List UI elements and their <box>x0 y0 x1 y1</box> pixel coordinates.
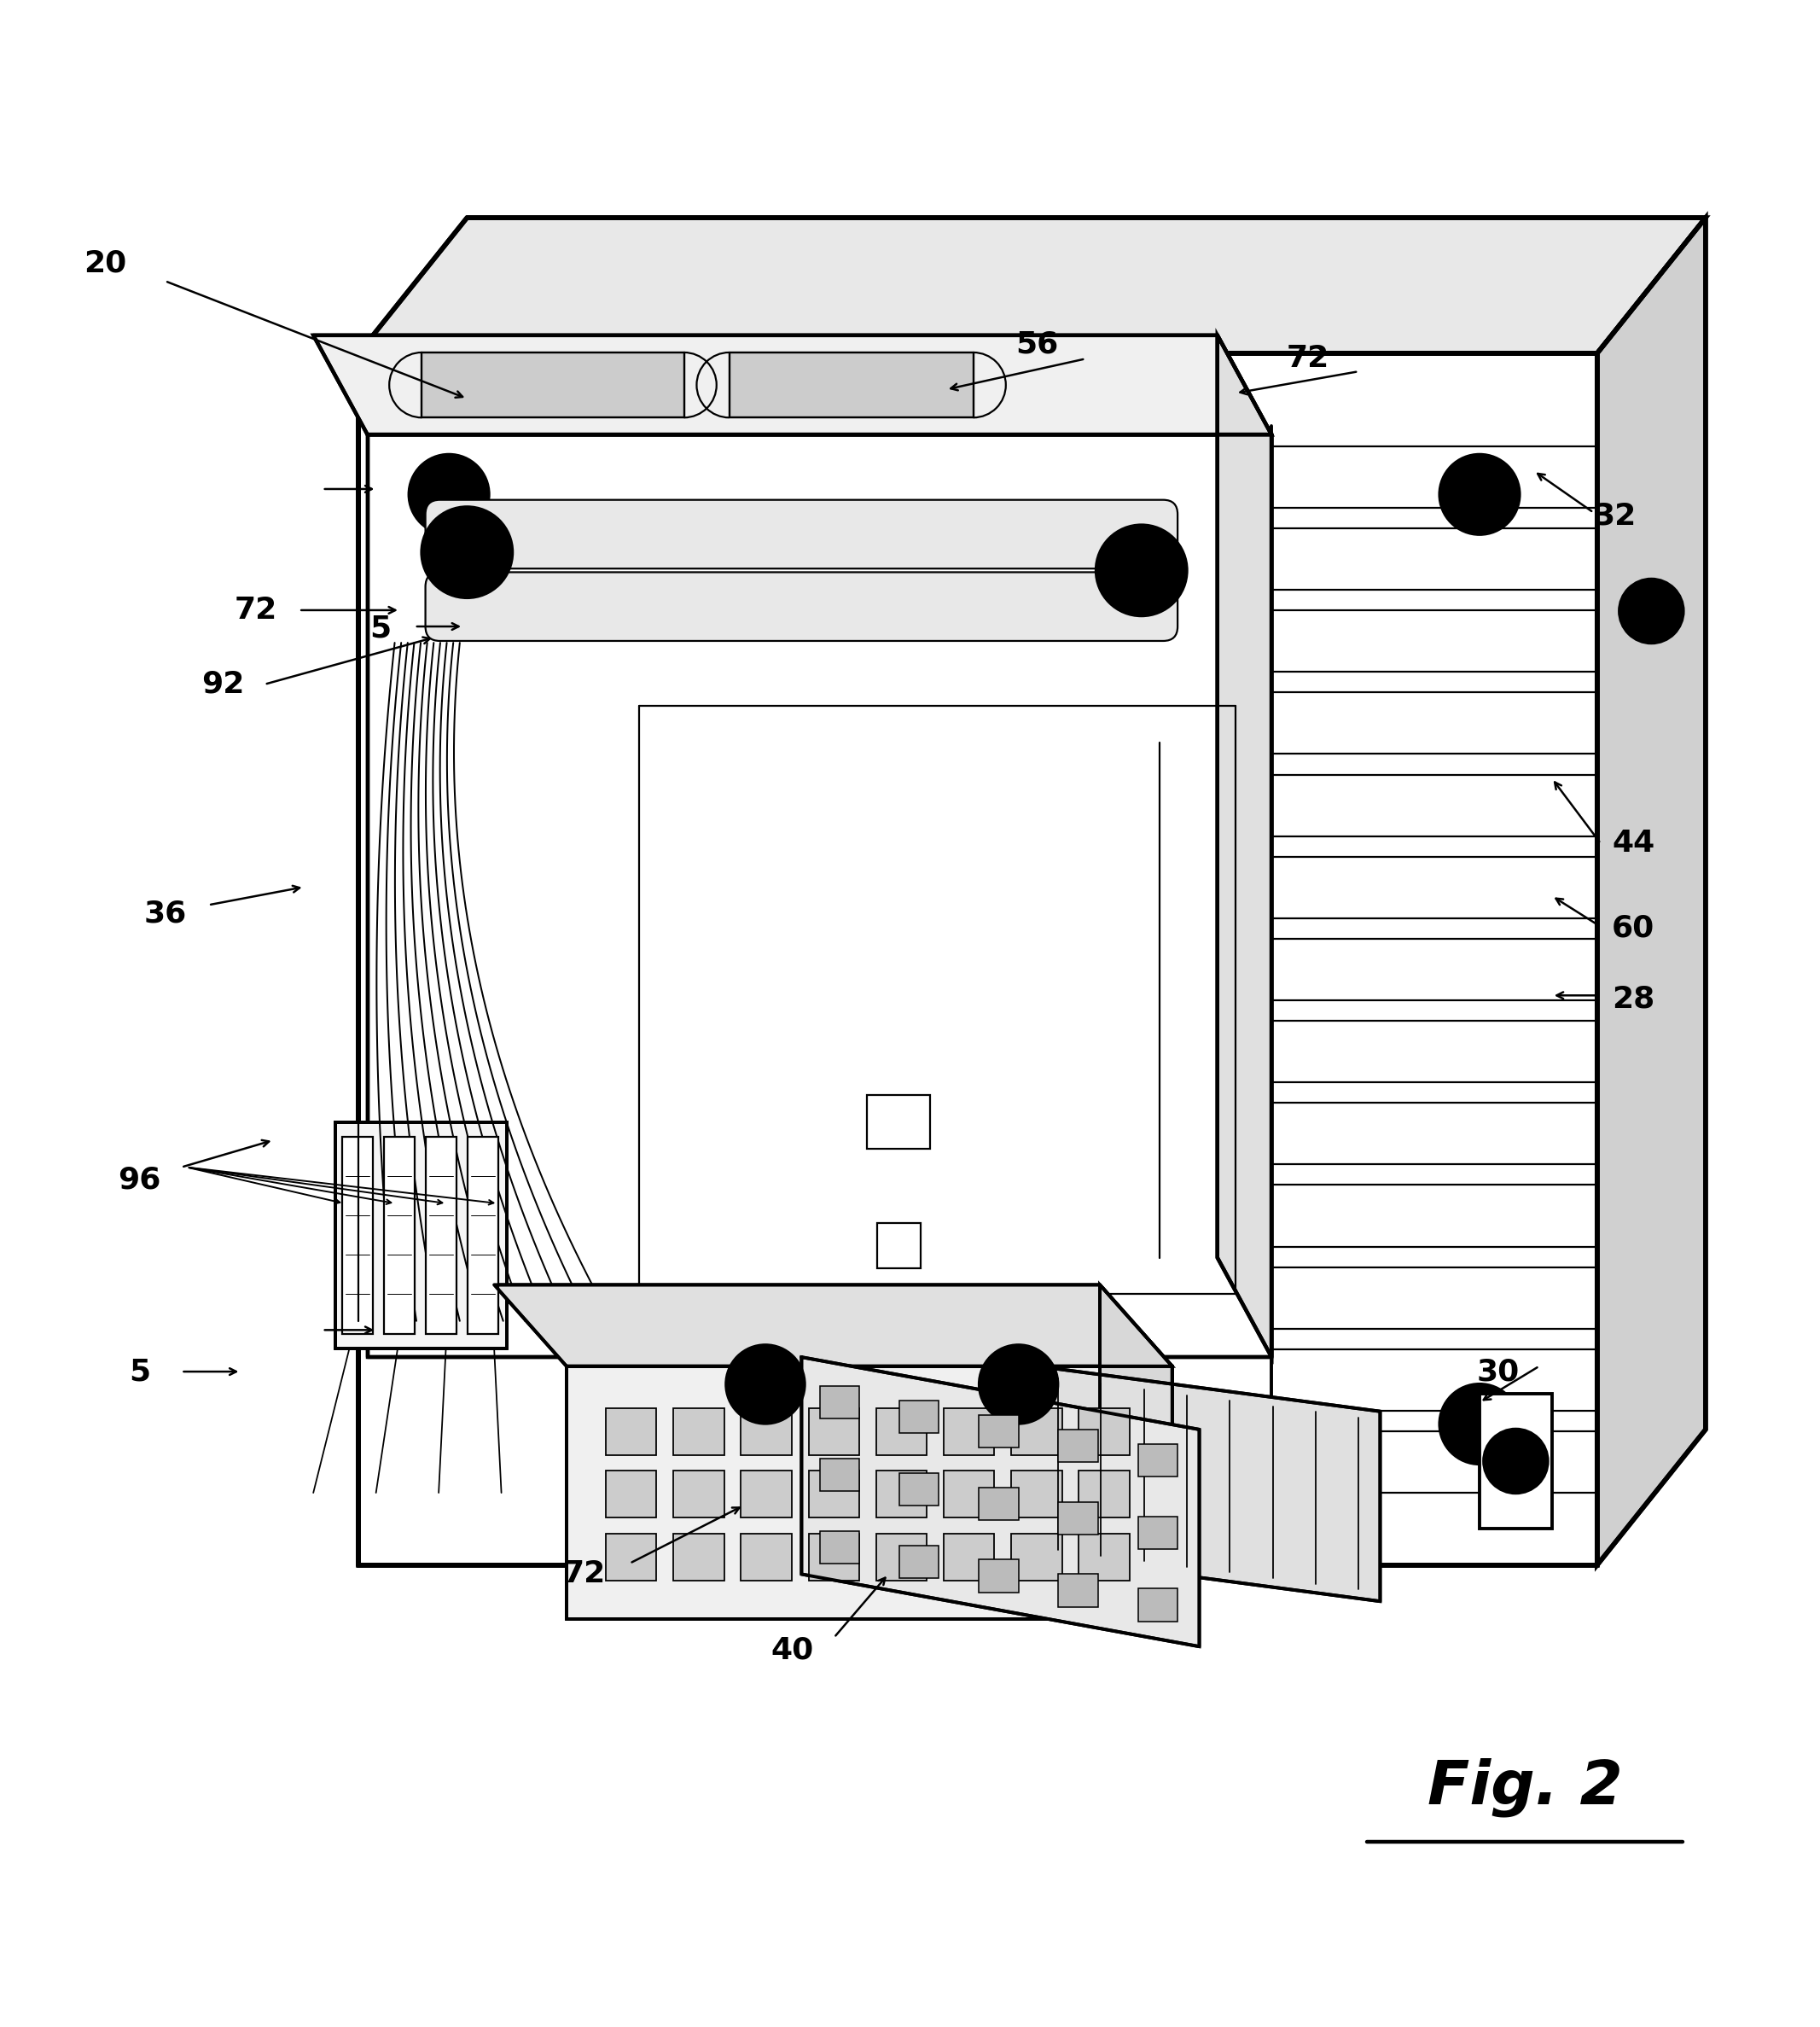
Bar <box>819 1386 859 1419</box>
Polygon shape <box>335 1123 506 1348</box>
Polygon shape <box>1218 334 1272 1358</box>
Bar <box>808 1534 859 1581</box>
Bar <box>1138 1516 1178 1549</box>
Bar <box>1138 1443 1178 1476</box>
Polygon shape <box>422 353 684 418</box>
Bar <box>877 1224 921 1269</box>
Bar <box>943 1534 994 1581</box>
Polygon shape <box>801 1358 1199 1646</box>
Bar <box>741 1409 792 1455</box>
Bar <box>943 1472 994 1518</box>
Circle shape <box>1618 578 1684 645</box>
Bar <box>1012 1409 1061 1455</box>
Text: 92: 92 <box>202 669 244 699</box>
Bar <box>606 1472 657 1518</box>
Bar <box>673 1534 724 1581</box>
FancyBboxPatch shape <box>426 501 1178 570</box>
Bar <box>979 1559 1019 1593</box>
Bar <box>1138 1589 1178 1622</box>
Polygon shape <box>368 434 1272 1358</box>
Circle shape <box>726 1344 804 1425</box>
Bar <box>1057 1429 1097 1461</box>
Text: 40: 40 <box>772 1636 814 1664</box>
Polygon shape <box>313 334 1272 434</box>
Polygon shape <box>359 353 1598 1565</box>
Text: 30: 30 <box>1476 1358 1520 1386</box>
Polygon shape <box>359 217 1705 353</box>
Bar <box>1480 1393 1552 1528</box>
Bar <box>866 1095 930 1149</box>
Bar <box>1012 1472 1061 1518</box>
Polygon shape <box>730 353 974 418</box>
Bar <box>808 1409 859 1455</box>
Text: 60: 60 <box>1613 914 1654 943</box>
Bar <box>384 1137 415 1334</box>
Circle shape <box>1440 1384 1520 1463</box>
Circle shape <box>1440 454 1520 535</box>
Bar <box>1057 1502 1097 1534</box>
Text: 96: 96 <box>118 1166 162 1194</box>
Bar <box>606 1534 657 1581</box>
Text: 5: 5 <box>129 1358 151 1386</box>
Polygon shape <box>566 1366 1172 1620</box>
Bar <box>426 1137 457 1334</box>
Bar <box>741 1472 792 1518</box>
Bar <box>1079 1472 1130 1518</box>
Bar <box>899 1401 939 1433</box>
Text: 72: 72 <box>562 1559 606 1589</box>
Circle shape <box>1001 1366 1037 1403</box>
Bar <box>943 1409 994 1455</box>
Bar <box>819 1457 859 1492</box>
Bar <box>899 1545 939 1577</box>
FancyBboxPatch shape <box>426 572 1178 641</box>
Text: 36: 36 <box>144 900 186 928</box>
Bar <box>819 1530 859 1563</box>
Bar <box>979 1415 1019 1447</box>
Text: 28: 28 <box>1613 985 1654 1014</box>
Bar <box>1057 1575 1097 1607</box>
Text: 5: 5 <box>369 614 391 643</box>
Polygon shape <box>1037 1366 1380 1601</box>
Bar <box>673 1409 724 1455</box>
Bar <box>468 1137 499 1334</box>
Bar <box>808 1472 859 1518</box>
Text: 32: 32 <box>1594 501 1636 531</box>
Text: 72: 72 <box>1287 345 1329 373</box>
Polygon shape <box>1598 217 1705 1565</box>
Bar <box>979 1488 1019 1520</box>
Bar <box>875 1472 926 1518</box>
Bar <box>741 1534 792 1581</box>
Bar <box>1079 1409 1130 1455</box>
Circle shape <box>410 454 490 535</box>
Bar <box>875 1534 926 1581</box>
Bar <box>1079 1534 1130 1581</box>
Bar <box>342 1137 373 1334</box>
Circle shape <box>446 531 490 574</box>
Circle shape <box>1483 1429 1549 1494</box>
Circle shape <box>979 1344 1057 1425</box>
Text: 20: 20 <box>84 249 127 278</box>
Bar <box>673 1472 724 1518</box>
Text: 44: 44 <box>1613 829 1654 857</box>
Text: Fig. 2: Fig. 2 <box>1427 1757 1622 1818</box>
Bar <box>875 1409 926 1455</box>
Polygon shape <box>1099 1285 1172 1620</box>
Circle shape <box>422 507 511 598</box>
Circle shape <box>1119 549 1163 592</box>
Bar <box>1012 1534 1061 1581</box>
Bar <box>606 1409 657 1455</box>
Bar <box>899 1474 939 1506</box>
Text: 56: 56 <box>1016 330 1057 359</box>
Polygon shape <box>493 1285 1172 1366</box>
Circle shape <box>748 1366 783 1403</box>
Circle shape <box>1096 525 1187 616</box>
Text: 72: 72 <box>235 596 277 624</box>
